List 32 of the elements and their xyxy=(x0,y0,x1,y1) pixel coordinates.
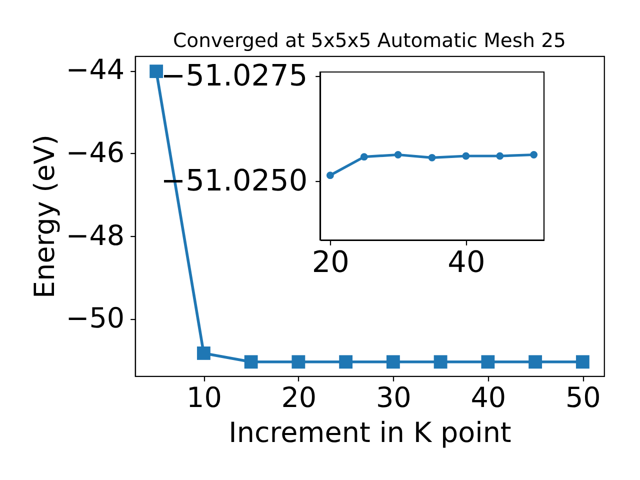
point xyxy=(196,346,210,360)
y-tick-label: −50 xyxy=(66,302,125,335)
x-tick-label: 50 xyxy=(565,380,601,414)
point xyxy=(292,355,306,369)
x-axis-title: Increment in K point xyxy=(228,416,512,449)
point xyxy=(576,355,590,369)
x-tick-label: 20 xyxy=(281,380,317,414)
chart-title: Converged at 5x5x5 Automatic Mesh 25 xyxy=(173,29,566,52)
x-tick-label: 20 xyxy=(312,245,350,280)
point xyxy=(326,172,334,180)
x-tick-label: 30 xyxy=(376,380,412,414)
point xyxy=(496,152,504,160)
y-axis-title: Energy (eV) xyxy=(28,134,62,298)
x-tick-label: 40 xyxy=(470,380,506,414)
point xyxy=(386,355,400,369)
y-tick-label: −46 xyxy=(66,136,125,169)
x-tick-label: 40 xyxy=(448,245,486,280)
point xyxy=(244,355,258,369)
point xyxy=(394,151,402,158)
x-tick-label: 10 xyxy=(186,380,222,414)
point xyxy=(481,355,495,369)
point xyxy=(150,64,164,78)
point xyxy=(428,154,436,162)
point xyxy=(462,152,470,160)
point xyxy=(339,355,353,369)
y-tick-label: −44 xyxy=(66,53,125,86)
point xyxy=(528,355,542,369)
point xyxy=(360,153,368,161)
point xyxy=(530,151,538,158)
y-tick-label: −51.0275 xyxy=(160,58,308,93)
point xyxy=(434,355,448,369)
y-tick-label: −48 xyxy=(66,218,125,252)
